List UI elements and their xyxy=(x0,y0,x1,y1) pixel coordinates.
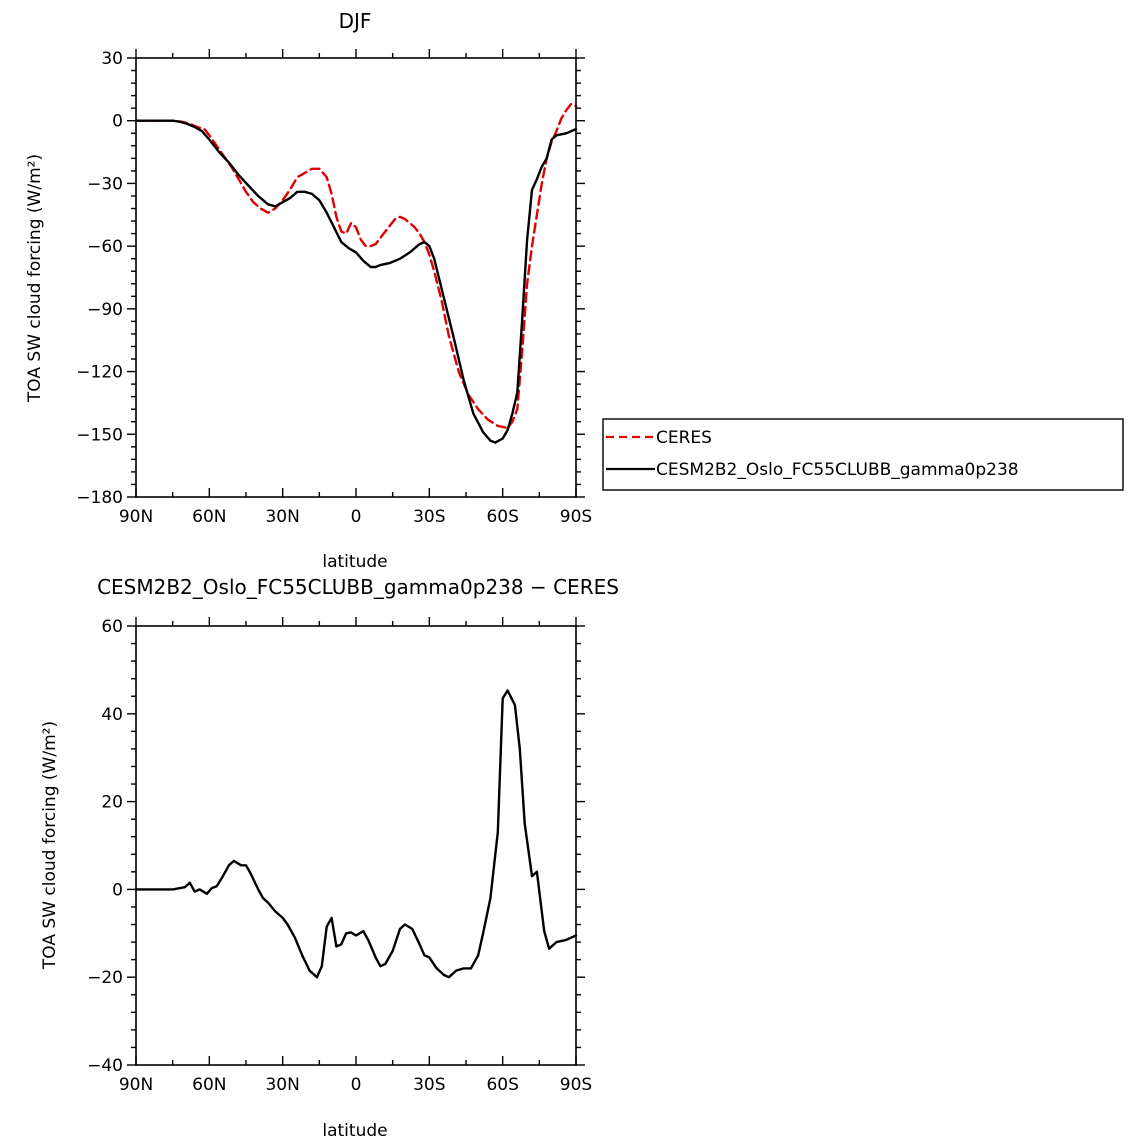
top-chart-frame xyxy=(135,57,577,498)
bottom-chart-ticks: 90N 60N 30N 0 30S 60S 90S 60 40 20 0 −20 −40 xyxy=(87,617,592,1095)
legend-label-model: CESM2B2_Oslo_FC55CLUBB_gamma0p238 xyxy=(656,460,1019,480)
top-ytick-label: −180 xyxy=(76,488,123,508)
top-chart-title: DJF xyxy=(339,9,372,33)
bottom-ytick-label: −20 xyxy=(87,968,123,988)
bottom-ytick-label: 0 xyxy=(112,880,123,900)
bottom-xtick-label: 30S xyxy=(413,1075,445,1095)
top-ytick-label: 0 xyxy=(112,112,123,132)
bottom-chart: CESM2B2_Oslo_FC55CLUBB_gamma0p238 − CERE… xyxy=(40,575,619,1141)
top-chart: DJF 90N 60N 30N 0 30S 60S 90S 30 0 −30 −60 −90 −120 −… xyxy=(25,9,1124,572)
top-xtick-label: 60N xyxy=(192,507,226,527)
top-xtick-label: 90S xyxy=(560,507,592,527)
top-ytick-label: −150 xyxy=(76,425,123,445)
top-series-line-0 xyxy=(134,102,578,430)
bottom-chart-frame xyxy=(135,625,577,1066)
legend-box xyxy=(602,418,1124,491)
bottom-ytick-label: 40 xyxy=(101,705,123,725)
top-ytick-label: −90 xyxy=(87,300,123,320)
bottom-chart-series xyxy=(134,689,578,979)
bottom-ytick-label: 20 xyxy=(101,793,123,813)
bottom-xtick-label: 30N xyxy=(265,1075,299,1095)
top-chart-ticks: 90N 60N 30N 0 30S 60S 90S 30 0 −30 −60 −90 −120 −150 −… xyxy=(76,49,592,527)
top-chart-xlabel: latitude xyxy=(322,552,387,572)
bottom-chart-xlabel: latitude xyxy=(322,1121,387,1141)
bottom-xtick-label: 60S xyxy=(486,1075,518,1095)
legend: CERES CESM2B2_Oslo_FC55CLUBB_gamma0p238 xyxy=(602,418,1124,491)
bottom-xtick-label: 90S xyxy=(560,1075,592,1095)
bottom-xtick-label: 60N xyxy=(192,1075,226,1095)
bottom-ytick-label: 60 xyxy=(101,617,123,637)
bottom-ytick-label: −40 xyxy=(87,1056,123,1076)
top-xtick-label: 90N xyxy=(119,507,153,527)
top-ytick-label: 30 xyxy=(101,49,123,69)
top-xtick-label: 30N xyxy=(265,507,299,527)
top-xtick-label: 30S xyxy=(413,507,445,527)
bottom-chart-title: CESM2B2_Oslo_FC55CLUBB_gamma0p238 − CERE… xyxy=(97,575,619,599)
top-chart-series xyxy=(134,102,578,444)
top-ytick-label: −60 xyxy=(87,237,123,257)
bottom-xtick-label: 0 xyxy=(351,1075,362,1095)
legend-label-ceres: CERES xyxy=(656,428,712,448)
bottom-chart-ylabel: TOA SW cloud forcing (W/m²) xyxy=(40,721,60,970)
top-ytick-label: −30 xyxy=(87,174,123,194)
top-xtick-label: 60S xyxy=(486,507,518,527)
top-series-line-1 xyxy=(134,119,578,444)
bottom-series-line-0 xyxy=(134,689,578,979)
top-chart-ylabel: TOA SW cloud forcing (W/m²) xyxy=(25,154,45,403)
top-xtick-label: 0 xyxy=(351,507,362,527)
top-ytick-label: −120 xyxy=(76,363,123,383)
bottom-xtick-label: 90N xyxy=(119,1075,153,1095)
